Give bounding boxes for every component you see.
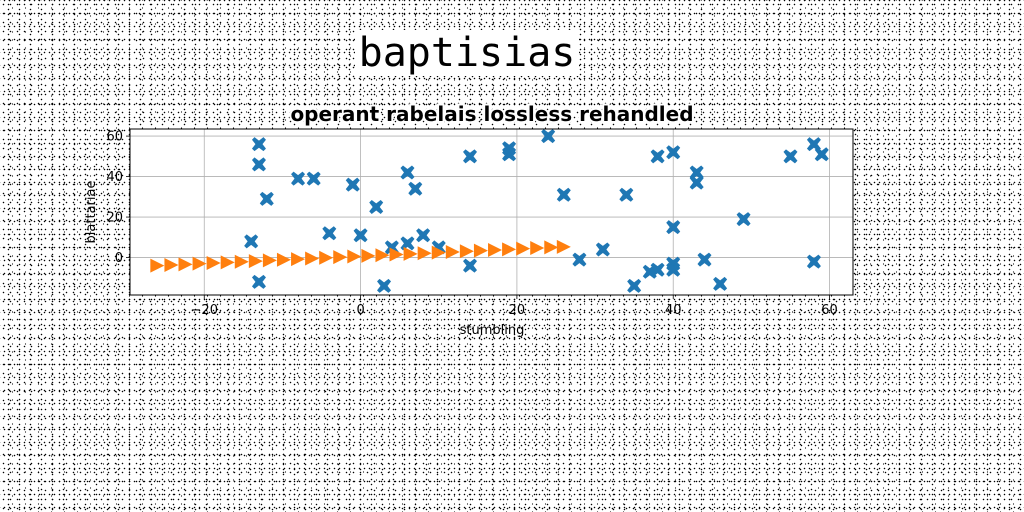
data-point-triangle-marker (459, 244, 474, 259)
x-tick-label: 60 (821, 303, 838, 318)
data-point-triangle-marker (445, 244, 460, 259)
data-point-x-marker (502, 141, 517, 156)
data-point-x-marker (572, 252, 587, 267)
data-point-triangle-marker (276, 252, 291, 267)
data-point-x-marker (291, 171, 306, 186)
x-tick-label: 0 (356, 303, 364, 318)
series-layer (150, 129, 829, 293)
data-point-x-marker (814, 147, 829, 162)
data-point-triangle-marker (220, 255, 235, 270)
data-point-x-marker (400, 165, 415, 180)
data-point-triangle-marker (544, 240, 559, 255)
data-point-x-marker (666, 220, 681, 235)
data-point-triangle-marker (389, 247, 404, 262)
data-point-triangle-marker (516, 241, 531, 256)
plot-frame (129, 128, 854, 296)
data-point-triangle-marker (556, 239, 571, 254)
y-tick-label: 60 (106, 130, 123, 145)
data-point-triangle-marker (530, 241, 545, 256)
data-point-x-marker (416, 228, 431, 243)
x-tick-label: −20 (191, 303, 218, 318)
data-point-x-marker (244, 234, 259, 249)
data-point-x-marker (650, 262, 665, 277)
data-point-triangle-marker (319, 250, 334, 265)
data-point-x-marker (666, 262, 681, 277)
data-point-x-marker (619, 187, 634, 202)
data-point-triangle-marker (417, 246, 432, 261)
data-point-x-marker (259, 191, 274, 206)
data-point-x-marker (306, 171, 321, 186)
chart-title: operant rabelais lossless rehandled (290, 102, 693, 126)
data-point-triangle-marker (291, 252, 306, 267)
data-point-triangle-marker (473, 243, 488, 258)
data-point-triangle-marker (403, 246, 418, 261)
data-point-triangle-marker (361, 248, 376, 263)
data-point-x-marker (251, 157, 266, 172)
data-point-x-marker (627, 278, 642, 293)
data-point-x-marker (400, 236, 415, 251)
data-point-x-marker (689, 175, 704, 190)
y-tick-label: 40 (106, 170, 123, 185)
data-point-x-marker (650, 149, 665, 164)
data-point-x-marker (345, 177, 360, 192)
data-point-triangle-marker (502, 242, 517, 257)
data-point-x-marker (377, 278, 392, 293)
data-point-x-marker (541, 129, 556, 144)
data-point-x-marker (369, 199, 384, 214)
data-point-triangle-marker (206, 256, 221, 271)
data-point-x-marker (251, 274, 266, 289)
y-axis-label: blattariae (84, 181, 99, 244)
y-tick-label: 0 (115, 251, 123, 266)
data-point-triangle-marker (488, 242, 503, 257)
x-tick-label: 40 (665, 303, 682, 318)
data-point-triangle-marker (305, 251, 320, 266)
data-point-x-marker (408, 181, 423, 196)
data-point-x-marker (806, 254, 821, 269)
data-point-triangle-marker (164, 257, 179, 272)
data-point-triangle-marker (178, 257, 193, 272)
figure-suptitle: baptisias (0, 30, 934, 76)
data-point-x-marker (322, 226, 337, 241)
tick-layer: −20 0 20 40 60 0 20 40 60 (106, 130, 837, 318)
data-point-x-marker (713, 276, 728, 291)
data-point-x-marker (463, 149, 478, 164)
y-tick-label: 20 (106, 211, 123, 226)
x-tick-label: 20 (509, 303, 526, 318)
data-point-x-marker (666, 145, 681, 160)
data-point-triangle-marker (262, 253, 277, 268)
data-point-x-marker (736, 212, 751, 227)
data-point-x-marker (783, 149, 798, 164)
data-point-x-marker (251, 137, 266, 152)
data-point-triangle-marker (234, 254, 249, 269)
data-point-x-marker (353, 228, 368, 243)
data-point-triangle-marker (375, 248, 390, 263)
data-point-triangle-marker (248, 254, 263, 269)
data-point-x-marker (697, 252, 712, 267)
x-axis-label: stumbling (460, 323, 525, 338)
data-point-x-marker (595, 242, 610, 257)
data-point-x-marker (556, 187, 571, 202)
data-point-x-marker (463, 258, 478, 273)
data-point-x-marker (689, 165, 704, 180)
data-point-triangle-marker (192, 256, 207, 271)
figure-suptitle-text: baptisias (354, 30, 580, 76)
data-point-triangle-marker (347, 249, 362, 264)
plot-area (130, 129, 853, 295)
data-point-triangle-marker (333, 250, 348, 265)
data-point-triangle-marker (431, 245, 446, 260)
data-point-triangle-marker (150, 258, 165, 273)
